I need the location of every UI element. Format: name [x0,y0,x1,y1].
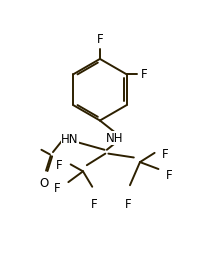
Text: O: O [40,177,49,190]
Text: F: F [54,182,61,195]
Text: F: F [166,169,173,182]
Text: NH: NH [106,132,123,145]
Text: F: F [162,148,169,161]
Text: F: F [97,33,103,46]
Text: F: F [90,198,97,211]
Text: HN: HN [61,133,79,146]
Text: F: F [56,159,63,172]
Text: F: F [125,198,132,211]
Text: F: F [141,68,147,81]
